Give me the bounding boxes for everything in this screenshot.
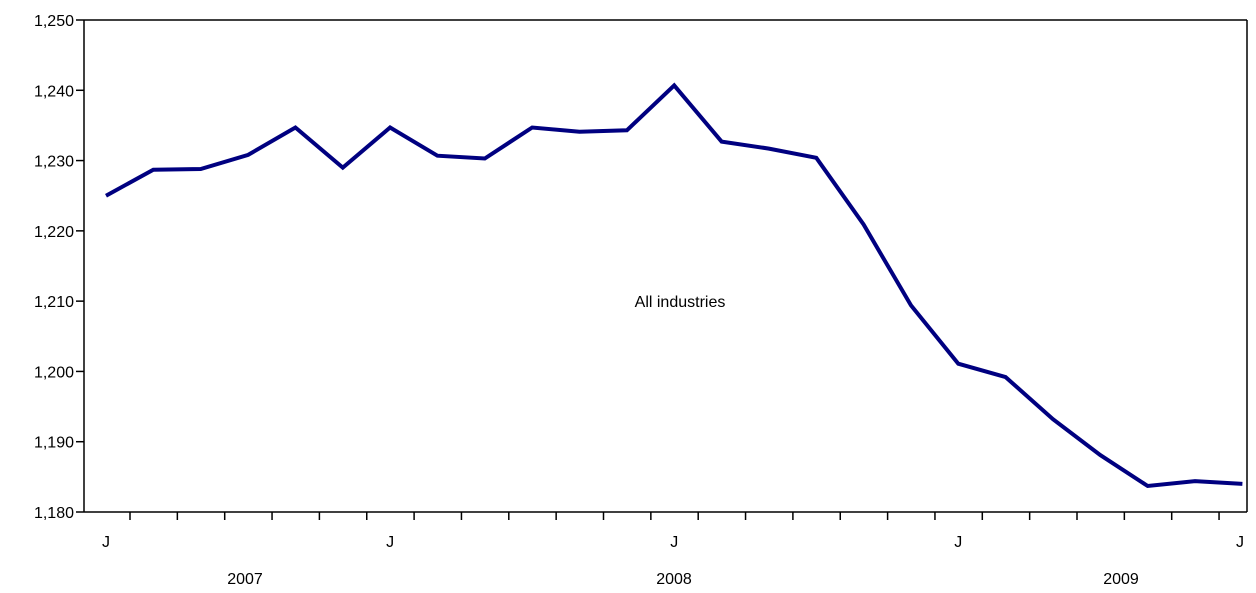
y-tick-label: 1,200 <box>34 364 74 381</box>
x-tick-label: J <box>386 534 394 551</box>
x-axis-ticks: J J J J J 2007 2008 2009 <box>102 512 1244 588</box>
series-group <box>106 85 1242 486</box>
y-tick-label: 1,190 <box>34 435 74 452</box>
year-label: 2008 <box>656 571 692 588</box>
y-tick-label: 1,180 <box>34 505 74 522</box>
y-tick-label: 1,230 <box>34 154 74 171</box>
x-tick-label: J <box>670 534 678 551</box>
year-label: 2009 <box>1103 571 1139 588</box>
x-tick-label: J <box>1236 534 1244 551</box>
series-line <box>106 85 1242 486</box>
y-tick-label: 1,220 <box>34 224 74 241</box>
year-label: 2007 <box>227 571 263 588</box>
y-tick-label: 1,210 <box>34 294 74 311</box>
y-tick-label: 1,250 <box>34 13 74 30</box>
x-tick-label: J <box>954 534 962 551</box>
series-annotation: All industries <box>635 294 726 311</box>
y-axis-ticks: 1,180 1,190 1,200 1,210 1,220 1,230 1,240 1,250 <box>34 13 84 522</box>
x-tick-label: J <box>102 534 110 551</box>
label-group: All industries <box>635 294 726 311</box>
y-tick-label: 1,240 <box>34 83 74 100</box>
